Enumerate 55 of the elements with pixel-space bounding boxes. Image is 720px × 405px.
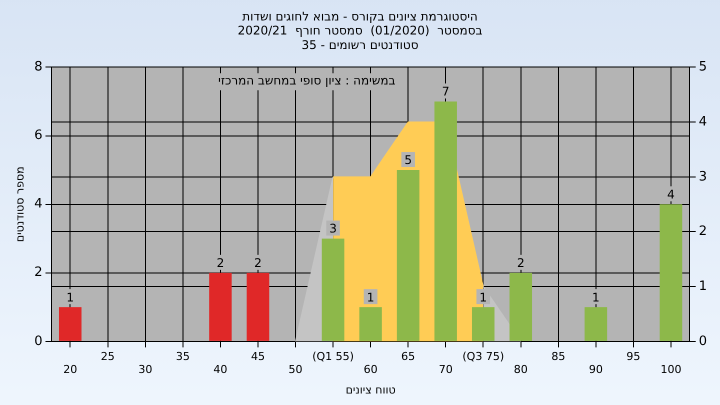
data-label: 5	[404, 153, 412, 168]
annotation: במשימה : ציון סופי במחשב המרכזי	[218, 73, 396, 88]
text: היסטוגרמת ציונים בקורס - מבוא לחוגים ושדות	[242, 9, 478, 24]
x-tick-label: 30	[138, 363, 152, 376]
bar	[322, 238, 344, 341]
x-tick-label: 90	[588, 363, 603, 376]
bar	[246, 272, 270, 341]
y-tick-label: 8	[34, 60, 42, 75]
x-tick-label: 50	[288, 363, 303, 376]
data-label: 1	[592, 290, 600, 304]
x-tick-label: 95	[626, 350, 640, 363]
bar	[472, 307, 494, 341]
y2-tick-label: 2	[698, 224, 708, 240]
text: בסמסטר (01/2020) סמסטר חורף 2020/21	[238, 24, 482, 38]
x-tick-label: 40	[213, 363, 228, 376]
data-label: 2	[216, 256, 224, 270]
x-tick-label: (Q3 75)	[462, 350, 504, 363]
bar	[209, 272, 232, 341]
data-label: 1	[66, 290, 74, 304]
x-tick-label: 20	[63, 363, 78, 376]
x-tick-label: 70	[438, 363, 453, 376]
data-label: 2	[516, 256, 525, 270]
data-label: 3	[329, 222, 337, 236]
x-tick-label: 100	[660, 363, 682, 376]
y-axis-title: מספר סטודנטים	[13, 166, 26, 242]
y2-tick-label: 1	[698, 278, 708, 294]
bar	[660, 204, 682, 341]
x-tick-label: 60	[364, 363, 378, 376]
x-tick-label: (Q1 55)	[312, 350, 354, 363]
data-label: 1	[479, 290, 488, 304]
bar	[58, 307, 82, 341]
bar	[434, 101, 457, 341]
y-tick-label: 0	[34, 334, 42, 349]
x-tick-label: 80	[514, 363, 528, 376]
y-tick-label: 6	[34, 128, 42, 144]
data-label: 1	[366, 290, 374, 304]
x-tick-label: 45	[250, 350, 265, 363]
y-tick-label: 2	[34, 265, 42, 280]
text: סטודנטים רשומים - 35	[301, 38, 419, 52]
bar	[359, 307, 382, 341]
y-tick-label: 4	[34, 196, 42, 212]
data-label: 7	[442, 84, 450, 99]
x-tick-label: 25	[100, 350, 115, 363]
x-tick-label: 85	[551, 350, 566, 363]
y2-tick-label: 4	[698, 114, 708, 130]
data-label: 4	[667, 187, 675, 202]
x-axis-title: טווח ציונים	[346, 383, 396, 396]
x-tick-label: 65	[401, 350, 416, 363]
bar	[396, 170, 420, 341]
data-label: 2	[254, 256, 262, 270]
y2-tick-label: 0	[698, 334, 708, 349]
y2-tick-label: 5	[698, 60, 708, 75]
y2-tick-label: 3	[698, 169, 708, 184]
x-tick-label: 35	[176, 350, 190, 363]
bar	[584, 307, 608, 341]
